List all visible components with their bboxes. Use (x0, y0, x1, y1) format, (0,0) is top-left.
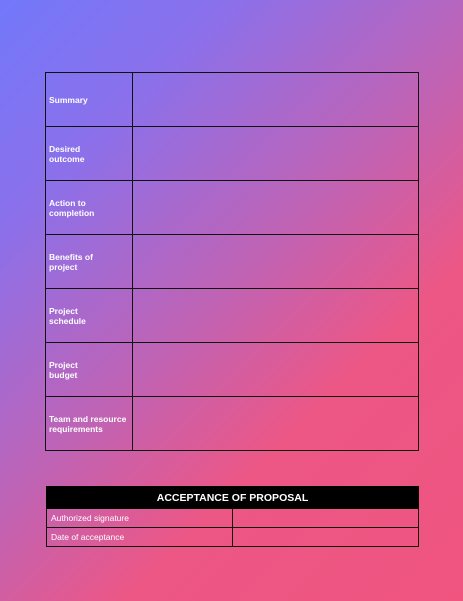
row-label-text: Benefits of project (49, 251, 93, 272)
row-label-project-schedule: Project schedule (45, 288, 133, 343)
table-row: Date of acceptance (46, 527, 419, 547)
row-label-text: Summary (49, 94, 88, 105)
table-row: Project schedule (45, 288, 419, 343)
project-budget-field[interactable] (132, 342, 419, 397)
row-label-text: Project budget (49, 359, 78, 380)
row-label-team-and-resource-requirements: Team and resource requirements (45, 396, 133, 451)
row-label-text: Desired outcome (49, 143, 85, 164)
desired-outcome-field[interactable] (132, 126, 419, 181)
row-label-text: Project schedule (49, 305, 86, 326)
row-label-text: Team and resource requirements (49, 413, 127, 434)
proposal-details-table: Summary Desired outcome Action to comple… (45, 72, 419, 451)
row-label-action-to-completion: Action to completion (45, 180, 133, 235)
acceptance-header-row: ACCEPTANCE OF PROPOSAL (46, 486, 419, 509)
row-label-project-budget: Project budget (45, 342, 133, 397)
table-row: Benefits of project (45, 234, 419, 289)
row-label-desired-outcome: Desired outcome (45, 126, 133, 181)
authorized-signature-field[interactable] (232, 508, 419, 528)
row-label-summary: Summary (45, 72, 133, 127)
authorized-signature-label: Authorized signature (46, 508, 233, 528)
benefits-of-project-field[interactable] (132, 234, 419, 289)
action-to-completion-field[interactable] (132, 180, 419, 235)
row-label-benefits-of-project: Benefits of project (45, 234, 133, 289)
acceptance-title: ACCEPTANCE OF PROPOSAL (46, 486, 419, 509)
team-and-resource-requirements-field[interactable] (132, 396, 419, 451)
table-row: Action to completion (45, 180, 419, 235)
date-of-acceptance-label: Date of acceptance (46, 527, 233, 547)
table-row: Desired outcome (45, 126, 419, 181)
acceptance-table: ACCEPTANCE OF PROPOSAL Authorized signat… (46, 486, 419, 547)
summary-field[interactable] (132, 72, 419, 127)
row-label-text: Action to completion (49, 197, 95, 218)
table-row: Authorized signature (46, 508, 419, 528)
table-row: Summary (45, 72, 419, 127)
table-row: Team and resource requirements (45, 396, 419, 451)
project-schedule-field[interactable] (132, 288, 419, 343)
date-of-acceptance-field[interactable] (232, 527, 419, 547)
table-row: Project budget (45, 342, 419, 397)
